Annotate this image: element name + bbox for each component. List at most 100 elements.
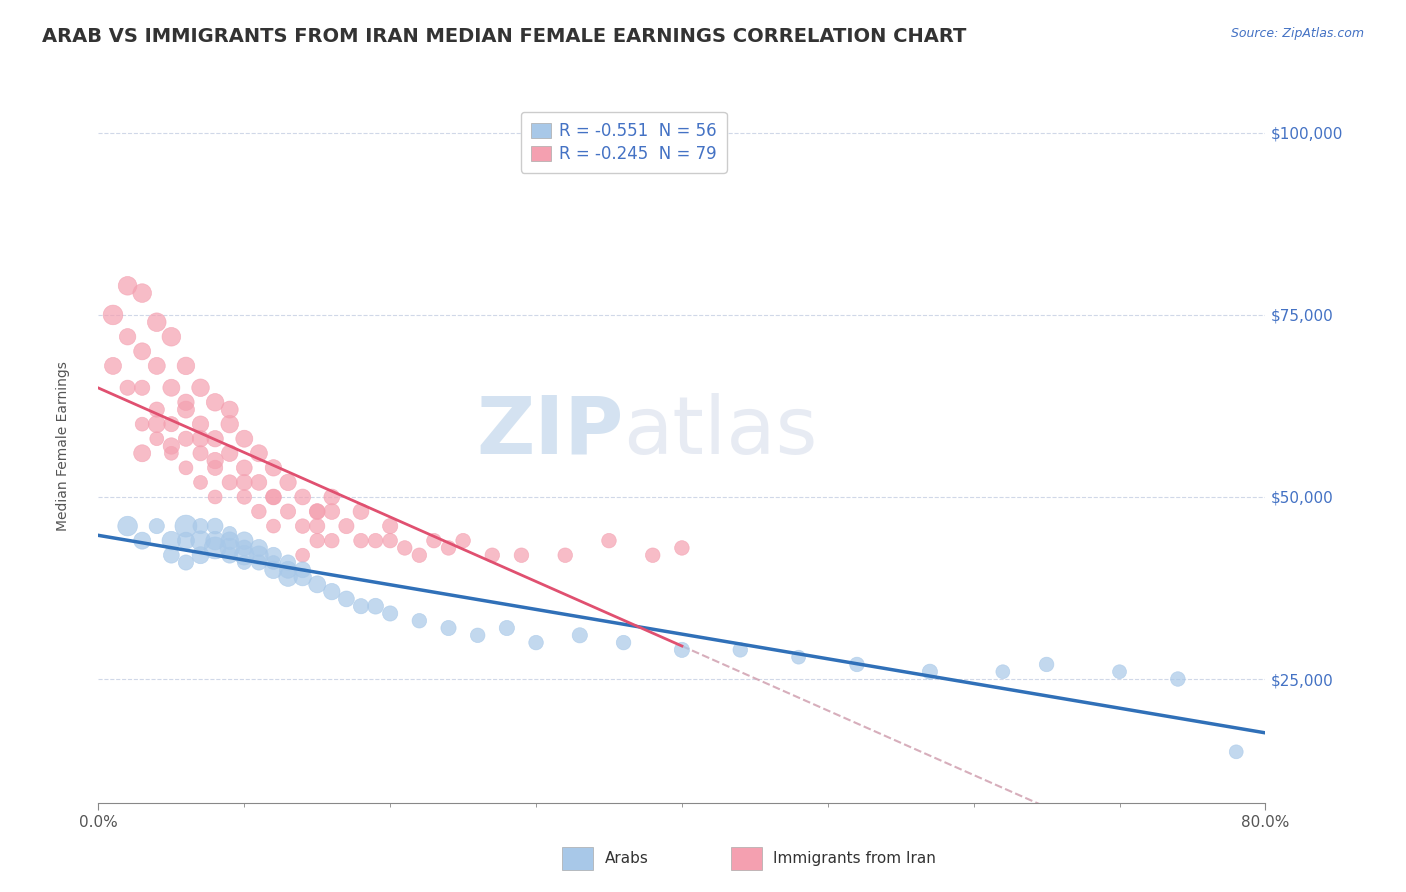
- Point: [1167, 672, 1189, 686]
- Point: [394, 541, 416, 555]
- Point: [277, 563, 299, 577]
- Point: [307, 533, 329, 548]
- Point: [218, 402, 240, 417]
- Point: [262, 548, 284, 562]
- Point: [233, 556, 256, 570]
- Point: [131, 381, 153, 395]
- Point: [204, 533, 226, 548]
- Point: [1035, 657, 1057, 672]
- Point: [598, 533, 620, 548]
- Point: [641, 548, 664, 562]
- Text: Arabs: Arabs: [605, 851, 648, 866]
- Point: [160, 330, 183, 344]
- Point: [262, 490, 284, 504]
- Point: [787, 650, 810, 665]
- Point: [146, 402, 169, 417]
- Point: [190, 446, 212, 460]
- Point: [146, 519, 169, 533]
- Point: [423, 533, 446, 548]
- Point: [437, 541, 460, 555]
- Point: [554, 548, 576, 562]
- Point: [174, 432, 197, 446]
- Point: [233, 490, 256, 504]
- Point: [204, 453, 226, 467]
- Point: [524, 635, 547, 649]
- Point: [174, 556, 197, 570]
- Point: [307, 519, 329, 533]
- Point: [233, 432, 256, 446]
- Point: [131, 446, 153, 460]
- Point: [204, 519, 226, 533]
- Point: [218, 541, 240, 555]
- Point: [174, 519, 197, 533]
- Point: [247, 504, 270, 518]
- Point: [101, 359, 124, 373]
- Text: Immigrants from Iran: Immigrants from Iran: [773, 851, 936, 866]
- Point: [247, 556, 270, 570]
- Point: [380, 533, 402, 548]
- Point: [160, 439, 183, 453]
- Point: [612, 635, 634, 649]
- Point: [321, 533, 343, 548]
- Point: [174, 359, 197, 373]
- Point: [218, 533, 240, 548]
- Point: [350, 504, 373, 518]
- Point: [233, 533, 256, 548]
- Text: Median Female Earnings: Median Female Earnings: [56, 361, 70, 531]
- Text: ARAB VS IMMIGRANTS FROM IRAN MEDIAN FEMALE EARNINGS CORRELATION CHART: ARAB VS IMMIGRANTS FROM IRAN MEDIAN FEMA…: [42, 27, 966, 45]
- Point: [218, 446, 240, 460]
- Point: [350, 599, 373, 614]
- Point: [131, 344, 153, 359]
- Point: [262, 563, 284, 577]
- Point: [262, 460, 284, 475]
- Point: [160, 533, 183, 548]
- Point: [291, 519, 314, 533]
- Point: [380, 607, 402, 621]
- Point: [218, 548, 240, 562]
- Point: [350, 533, 373, 548]
- Point: [321, 490, 343, 504]
- Point: [117, 519, 139, 533]
- Point: [262, 556, 284, 570]
- Point: [146, 432, 169, 446]
- Point: [1225, 745, 1247, 759]
- Point: [204, 460, 226, 475]
- Text: ZIP: ZIP: [477, 392, 624, 471]
- Point: [1108, 665, 1130, 679]
- Legend: R = -0.551  N = 56, R = -0.245  N = 79: R = -0.551 N = 56, R = -0.245 N = 79: [520, 112, 727, 173]
- Point: [321, 584, 343, 599]
- Point: [846, 657, 869, 672]
- Point: [101, 308, 124, 322]
- Point: [117, 381, 139, 395]
- Point: [247, 446, 270, 460]
- Point: [321, 504, 343, 518]
- Point: [160, 446, 183, 460]
- Point: [204, 541, 226, 555]
- Point: [233, 460, 256, 475]
- Point: [307, 577, 329, 591]
- Point: [190, 381, 212, 395]
- Point: [277, 475, 299, 490]
- Point: [218, 475, 240, 490]
- Point: [131, 286, 153, 301]
- Point: [160, 548, 183, 562]
- Point: [364, 599, 387, 614]
- Point: [218, 526, 240, 541]
- Point: [307, 504, 329, 518]
- Point: [160, 417, 183, 432]
- Point: [671, 541, 693, 555]
- Point: [277, 570, 299, 584]
- Point: [262, 490, 284, 504]
- Point: [568, 628, 591, 642]
- Point: [291, 548, 314, 562]
- Point: [174, 460, 197, 475]
- Point: [918, 665, 941, 679]
- Point: [291, 570, 314, 584]
- Point: [408, 548, 430, 562]
- Point: [190, 432, 212, 446]
- Point: [160, 381, 183, 395]
- Point: [335, 519, 357, 533]
- Point: [233, 541, 256, 555]
- Point: [364, 533, 387, 548]
- Point: [437, 621, 460, 635]
